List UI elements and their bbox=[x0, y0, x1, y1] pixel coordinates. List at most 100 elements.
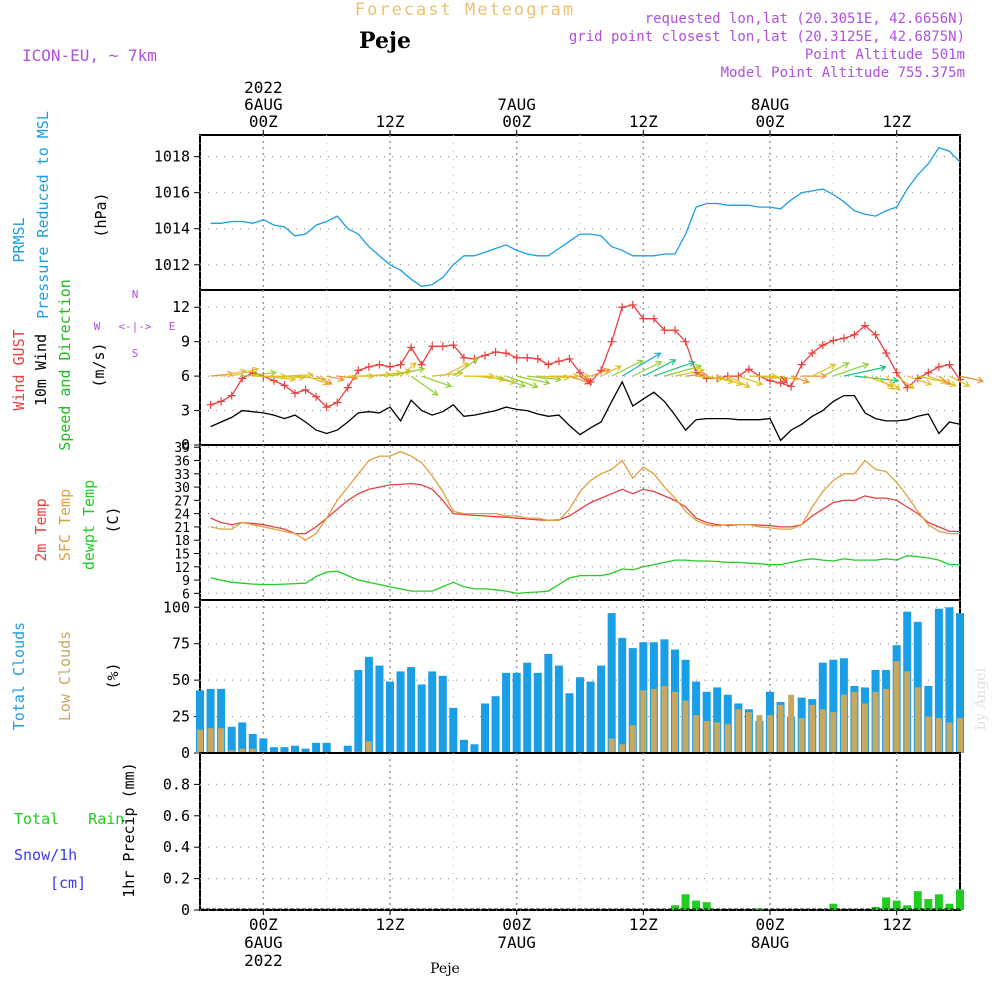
wind-direction-arrow bbox=[569, 375, 591, 384]
wind-direction-arrow bbox=[959, 375, 984, 382]
gust-marker bbox=[671, 326, 679, 335]
wind-direction-arrow bbox=[769, 375, 799, 380]
total-cloud-bar bbox=[955, 613, 965, 753]
gust-marker bbox=[618, 303, 627, 312]
bottom-axis-label: 12Z bbox=[882, 910, 911, 934]
low-cloud-bar bbox=[228, 750, 235, 753]
wind-arrow-head bbox=[669, 359, 677, 366]
low-cloud-bar bbox=[830, 712, 837, 753]
total-cloud-bar bbox=[945, 607, 954, 753]
wind-direction-arrow bbox=[284, 374, 313, 377]
temperature-ytick-label: 30 bbox=[174, 481, 190, 496]
wind-arrow-head bbox=[471, 357, 479, 365]
total-cloud-bar bbox=[354, 669, 363, 753]
low-cloud-bar bbox=[862, 703, 868, 753]
clouds-ytick-label: 50 bbox=[172, 671, 190, 689]
temperature-ytick-label: 18 bbox=[174, 534, 190, 549]
wind-arrow-head bbox=[802, 377, 810, 384]
top-axis-text: 12Z bbox=[882, 112, 911, 131]
wind-direction-arrow bbox=[664, 365, 702, 377]
wind-direction-arrow bbox=[674, 369, 705, 377]
gust-marker bbox=[396, 360, 405, 369]
temp-labels: 2m Temp SFC Temp dewpt Temp (C) bbox=[32, 480, 122, 570]
wind-ytick-label: 9 bbox=[181, 333, 190, 351]
wind-arrow-head bbox=[949, 380, 957, 388]
rain-bar bbox=[892, 900, 901, 910]
rain-bar bbox=[882, 897, 891, 910]
gust-marker bbox=[797, 360, 806, 369]
total-cloud-bar bbox=[818, 662, 827, 753]
wind-arrow-head bbox=[445, 381, 453, 388]
wind-label-3: Speed and Direction bbox=[56, 279, 74, 451]
total-cloud-bar bbox=[586, 681, 595, 753]
gust-marker bbox=[924, 368, 933, 377]
low-cloud-bar bbox=[798, 718, 805, 753]
temperature-ytick-label: 15 bbox=[174, 548, 190, 563]
precip-labels: Total Rain Snow/1h [cm] 1hr Precip (mm) bbox=[14, 762, 138, 897]
temperature-ytick-label: 21 bbox=[174, 521, 190, 536]
pressure-ytick-label: 1018 bbox=[154, 148, 190, 166]
wind-arrow-head bbox=[319, 375, 327, 383]
wind-direction-arrow bbox=[505, 375, 538, 388]
rain-bar bbox=[934, 894, 943, 910]
wind-direction-arrow bbox=[305, 375, 329, 385]
gust-marker bbox=[512, 353, 521, 362]
wind-unit: (m/s) bbox=[90, 342, 108, 387]
credit-watermark: by Angel bbox=[973, 667, 989, 730]
low-cloud-bar bbox=[914, 687, 921, 753]
gust-marker bbox=[481, 351, 489, 360]
gust-marker bbox=[702, 374, 711, 383]
wind-arrow-head bbox=[907, 382, 915, 390]
point-altitude: Point Altitude 501m bbox=[805, 47, 965, 63]
cloud-label-2: Low Clouds bbox=[56, 631, 74, 721]
pressure-frame bbox=[199, 134, 961, 291]
temp-label-2: SFC Temp bbox=[56, 489, 74, 561]
rain-bar bbox=[829, 903, 838, 910]
wind-arrow-head bbox=[925, 379, 933, 386]
low-cloud-bar bbox=[872, 691, 879, 753]
wind-direction-arrow bbox=[938, 375, 951, 385]
low-cloud-bar bbox=[851, 691, 858, 753]
total-cloud-bar bbox=[554, 665, 563, 753]
compass-e: E bbox=[169, 320, 176, 333]
total-cloud-bar bbox=[470, 744, 479, 753]
low-cloud-bar bbox=[809, 704, 816, 753]
gust-marker bbox=[681, 337, 690, 346]
gust-marker bbox=[407, 343, 416, 352]
wind-arrow-head bbox=[829, 363, 837, 370]
clouds-ytick-label: 0 bbox=[181, 744, 190, 762]
total-cloud-bar bbox=[343, 745, 352, 753]
chart-panels: 1012101410161018036912691215182124273033… bbox=[154, 134, 985, 919]
gridpoint-coords: grid point closest lon,lat (20.3125E, 42… bbox=[569, 29, 965, 45]
2m-temp-line bbox=[210, 482, 960, 535]
gust-marker bbox=[269, 376, 278, 385]
wind-arrow-head bbox=[944, 378, 952, 386]
rain-bar bbox=[702, 902, 711, 910]
wind-direction-arrow bbox=[452, 358, 479, 377]
wind-direction-arrow bbox=[822, 362, 850, 377]
total-cloud-bar bbox=[248, 734, 257, 753]
gust-marker bbox=[818, 341, 827, 350]
gust-marker bbox=[523, 353, 532, 362]
wind-direction-arrow bbox=[685, 373, 706, 377]
gust-marker bbox=[861, 321, 869, 330]
wind-direction-arrow bbox=[579, 375, 592, 385]
temperature-ytick-label: 39 bbox=[174, 441, 190, 456]
low-cloud-bar bbox=[629, 725, 636, 753]
wind-ytick-label: 6 bbox=[181, 367, 190, 385]
wind-direction-arrow bbox=[738, 375, 763, 385]
wind-direction-arrow bbox=[400, 362, 417, 377]
low-cloud-bar bbox=[904, 671, 911, 753]
low-cloud-bar bbox=[957, 718, 963, 753]
footer-station: Peje bbox=[430, 961, 460, 977]
wind-direction-arrow bbox=[516, 375, 550, 384]
gust-marker bbox=[871, 330, 880, 339]
top-axis-text: 12Z bbox=[629, 112, 658, 131]
wind-direction-arrow bbox=[263, 375, 296, 381]
total-cloud-bar bbox=[280, 747, 289, 753]
low-cloud-bar bbox=[249, 748, 256, 753]
prmsl-line bbox=[210, 146, 961, 288]
